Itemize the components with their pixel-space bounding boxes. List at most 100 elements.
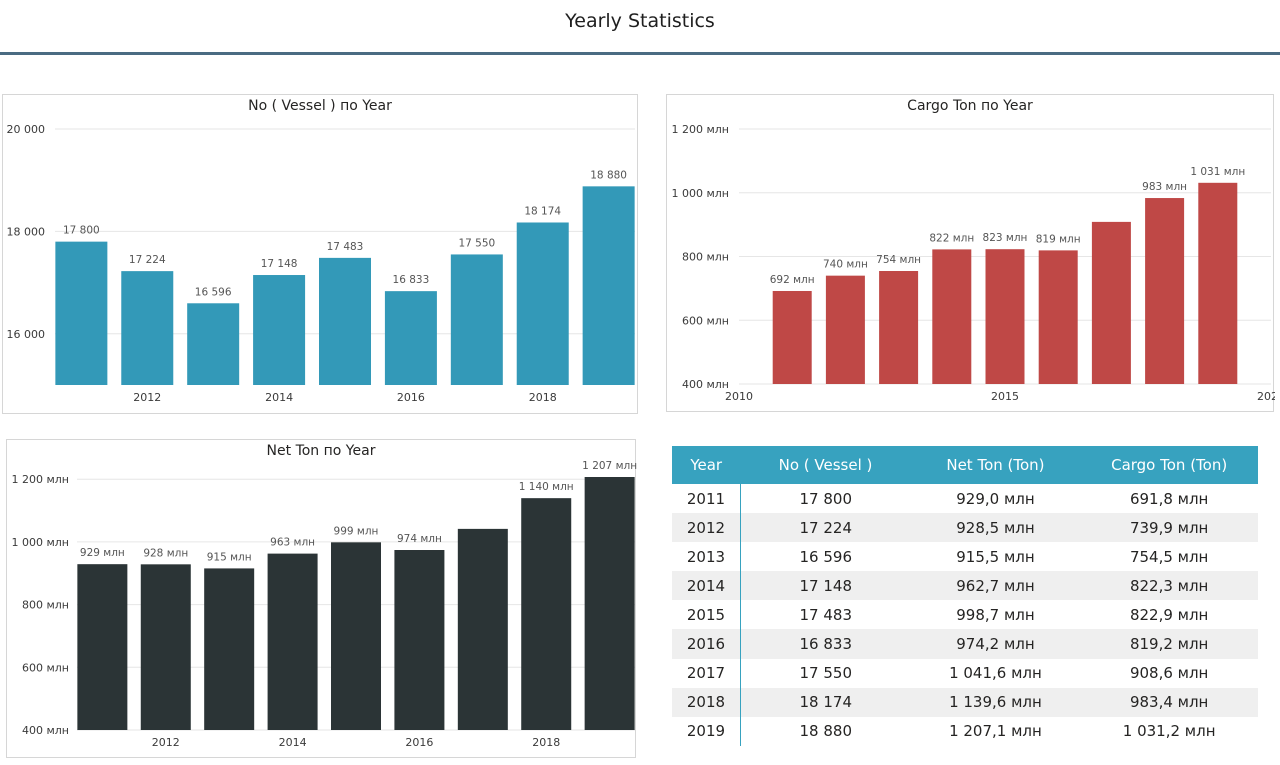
table-row: 2011 17 800 929,0 млн 691,8 млн (672, 484, 1258, 514)
cell-vessels: 17 800 (799, 489, 853, 508)
cell-year: 2018 (672, 687, 741, 717)
data-label: 974 млн (397, 533, 442, 545)
bar (267, 553, 318, 730)
data-label: 928 млн (143, 547, 188, 559)
x-tick-label: 2015 (991, 390, 1019, 403)
cell-cargo-ton: 691,8 млн (1129, 489, 1209, 508)
cell-vessels: 17 224 (799, 518, 853, 537)
y-tick-label: 1 000 млн (11, 536, 69, 549)
bar (394, 550, 445, 730)
bar (516, 222, 569, 385)
bar (772, 290, 812, 384)
bar (55, 241, 108, 385)
x-tick-label: 2018 (529, 391, 557, 404)
cell-year: 2011 (672, 484, 741, 514)
data-label: 823 млн (983, 232, 1028, 244)
x-tick-label: 2014 (265, 391, 293, 404)
bar (584, 477, 635, 730)
vessel-chart-panel[interactable]: No ( Vessel ) по Year 16 000 18 000 20 000… (2, 94, 638, 414)
bar (1091, 221, 1131, 384)
cell-year: 2016 (672, 629, 741, 659)
data-label: 754 млн (876, 254, 921, 266)
bar (582, 186, 635, 385)
cargo-chart-panel[interactable]: Cargo Ton по Year 400 млн 600 млн 800 млн 1… (666, 94, 1275, 412)
x-tick-label: 2014 (279, 736, 307, 749)
table-row: 2014 17 148 962,7 млн 822,3 млн (672, 571, 1258, 601)
netton-chart-title: Net Ton по Year (266, 443, 376, 459)
bar (204, 568, 255, 730)
bar (331, 542, 381, 730)
data-label: 692 млн (770, 274, 815, 286)
bar (140, 564, 191, 730)
bar (521, 498, 572, 730)
data-label: 1 140 млн (519, 481, 574, 493)
title-divider (0, 52, 1280, 55)
y-tick-label: 600 млн (22, 661, 69, 674)
bar (253, 275, 306, 385)
cell-net-ton: 928,5 млн (956, 518, 1035, 537)
cell-vessels: 17 483 (799, 605, 853, 624)
cell-year: 2012 (672, 513, 741, 543)
cell-net-ton: 998,7 млн (956, 605, 1035, 624)
x-tick-label: 2012 (133, 391, 161, 404)
cell-cargo-ton: 754,5 млн (1129, 547, 1209, 566)
table-row: 2013 16 596 915,5 млн 754,5 млн (672, 542, 1258, 572)
y-tick-label: 16 000 (7, 328, 46, 341)
data-label: 999 млн (334, 525, 379, 537)
data-label: 16 833 (393, 274, 430, 286)
cell-net-ton: 1 041,6 млн (949, 664, 1042, 683)
bar (457, 528, 508, 730)
y-tick-label: 1 200 млн (671, 123, 729, 136)
x-tick-label: 2020 (1257, 390, 1275, 403)
data-label: 1 207 млн (582, 460, 637, 472)
cell-net-ton: 1 207,1 млн (949, 722, 1042, 741)
data-label: 1 031 млн (1190, 166, 1245, 178)
column-header-net-ton[interactable]: Net Ton (Ton) (946, 456, 1045, 474)
y-tick-label: 800 млн (682, 251, 729, 264)
column-header-cargo-ton[interactable]: Cargo Ton (Ton) (1111, 456, 1228, 474)
bar (1038, 250, 1078, 384)
column-header-year[interactable]: Year (690, 456, 723, 474)
y-tick-label: 1 000 млн (671, 187, 729, 200)
data-label: 915 млн (207, 551, 252, 563)
data-label: 17 483 (327, 241, 364, 253)
cell-net-ton: 962,7 млн (956, 576, 1035, 595)
bar (77, 564, 128, 730)
cell-year: 2015 (672, 600, 741, 630)
table-row: 2017 17 550 1 041,6 млн 908,6 млн (672, 658, 1258, 688)
cell-net-ton: 915,5 млн (956, 547, 1035, 566)
y-tick-label: 18 000 (7, 225, 46, 238)
table-row: 2016 16 833 974,2 млн 819,2 млн (672, 629, 1258, 659)
cell-vessels: 16 596 (799, 547, 853, 566)
cell-net-ton: 974,2 млн (956, 635, 1035, 654)
cell-cargo-ton: 983,4 млн (1129, 693, 1209, 712)
bar (384, 291, 437, 385)
cell-cargo-ton: 822,3 млн (1129, 576, 1209, 595)
netton-chart-panel[interactable]: Net Ton по Year 400 млн 600 млн 800 млн 1 0… (6, 439, 637, 758)
bar (1198, 182, 1238, 384)
cell-cargo-ton: 819,2 млн (1129, 635, 1209, 654)
table-row: 2019 18 880 1 207,1 млн 1 031,2 млн (672, 716, 1258, 746)
bar (319, 257, 371, 385)
data-label: 18 174 (524, 205, 561, 217)
bar (825, 275, 865, 384)
bar (932, 249, 972, 384)
cell-cargo-ton: 908,6 млн (1129, 664, 1209, 683)
y-tick-label: 800 млн (22, 599, 69, 612)
cell-year: 2017 (672, 658, 741, 688)
table-row: 2015 17 483 998,7 млн 822,9 млн (672, 600, 1258, 630)
data-label: 17 224 (129, 254, 166, 266)
column-header-vessels[interactable]: No ( Vessel ) (778, 456, 873, 474)
vessel-chart: 16 000 18 000 20 000 17 800 17 224 16 596 17 1… (7, 123, 635, 404)
data-label: 17 550 (458, 237, 495, 249)
netton-chart: 400 млн 600 млн 800 млн 1 000 млн 1 200 млн 9… (11, 460, 637, 749)
cell-vessels: 17 148 (799, 576, 853, 595)
data-label: 822 млн (929, 232, 974, 244)
data-label: 740 млн (823, 259, 868, 271)
x-tick-label: 2016 (397, 391, 425, 404)
x-tick-label: 2018 (532, 736, 560, 749)
cell-cargo-ton: 739,9 млн (1129, 518, 1209, 537)
data-label: 983 млн (1142, 181, 1187, 193)
data-label: 963 млн (270, 537, 315, 549)
table-row: 2012 17 224 928,5 млн 739,9 млн (672, 513, 1258, 543)
